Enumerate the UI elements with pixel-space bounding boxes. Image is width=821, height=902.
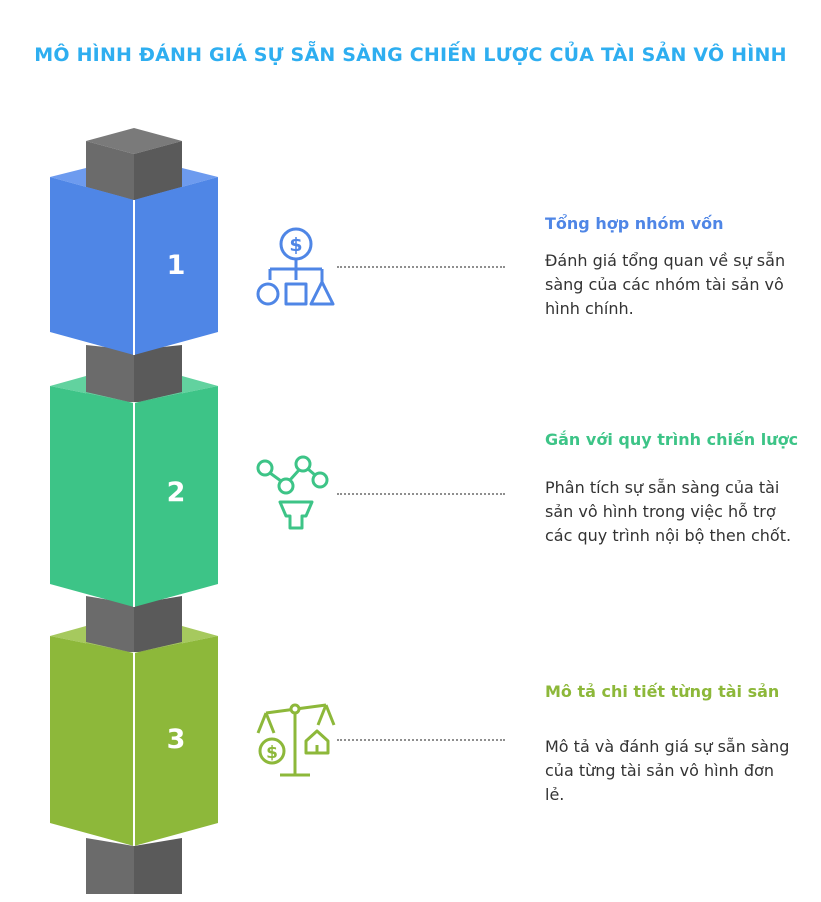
block-1 — [50, 168, 218, 355]
step-3-description: Mô tả và đánh giá sự sẵn sàng của từng t… — [545, 737, 790, 804]
step-2-number: 2 — [166, 477, 186, 508]
block-stack — [50, 128, 218, 894]
step-3-connector — [337, 739, 505, 741]
step-1-number: 1 — [166, 250, 186, 281]
bottom-post — [86, 838, 182, 894]
step-3-heading: Mô tả chi tiết từng tài sản — [545, 682, 780, 701]
step-2-connector — [337, 493, 505, 495]
svg-text:$: $ — [266, 743, 278, 763]
balance-scale-icon: $ — [256, 703, 336, 777]
step-2-description: Phân tích sự sẵn sàng của tài sản vô hìn… — [545, 478, 792, 545]
svg-text:$: $ — [289, 234, 302, 256]
step-1-description: Đánh giá tổng quan về sự sẵn sàng của cá… — [545, 251, 786, 318]
step-3-number: 3 — [166, 724, 186, 755]
step-1-connector — [337, 266, 505, 268]
post-1-2 — [86, 345, 182, 402]
step-2-heading: Gắn với quy trình chiến lược — [545, 430, 799, 449]
block-2 — [50, 376, 218, 607]
diagram-title: MÔ HÌNH ĐÁNH GIÁ SỰ SẴN SÀNG CHIẾN LƯỢC … — [34, 44, 787, 66]
process-funnel-icon — [256, 455, 329, 530]
top-post — [86, 128, 182, 200]
dollar-hierarchy-icon: $ — [256, 227, 335, 306]
post-2-3 — [86, 596, 182, 652]
step-1-heading: Tổng hợp nhóm vốn — [545, 214, 724, 233]
block-3 — [50, 626, 218, 846]
